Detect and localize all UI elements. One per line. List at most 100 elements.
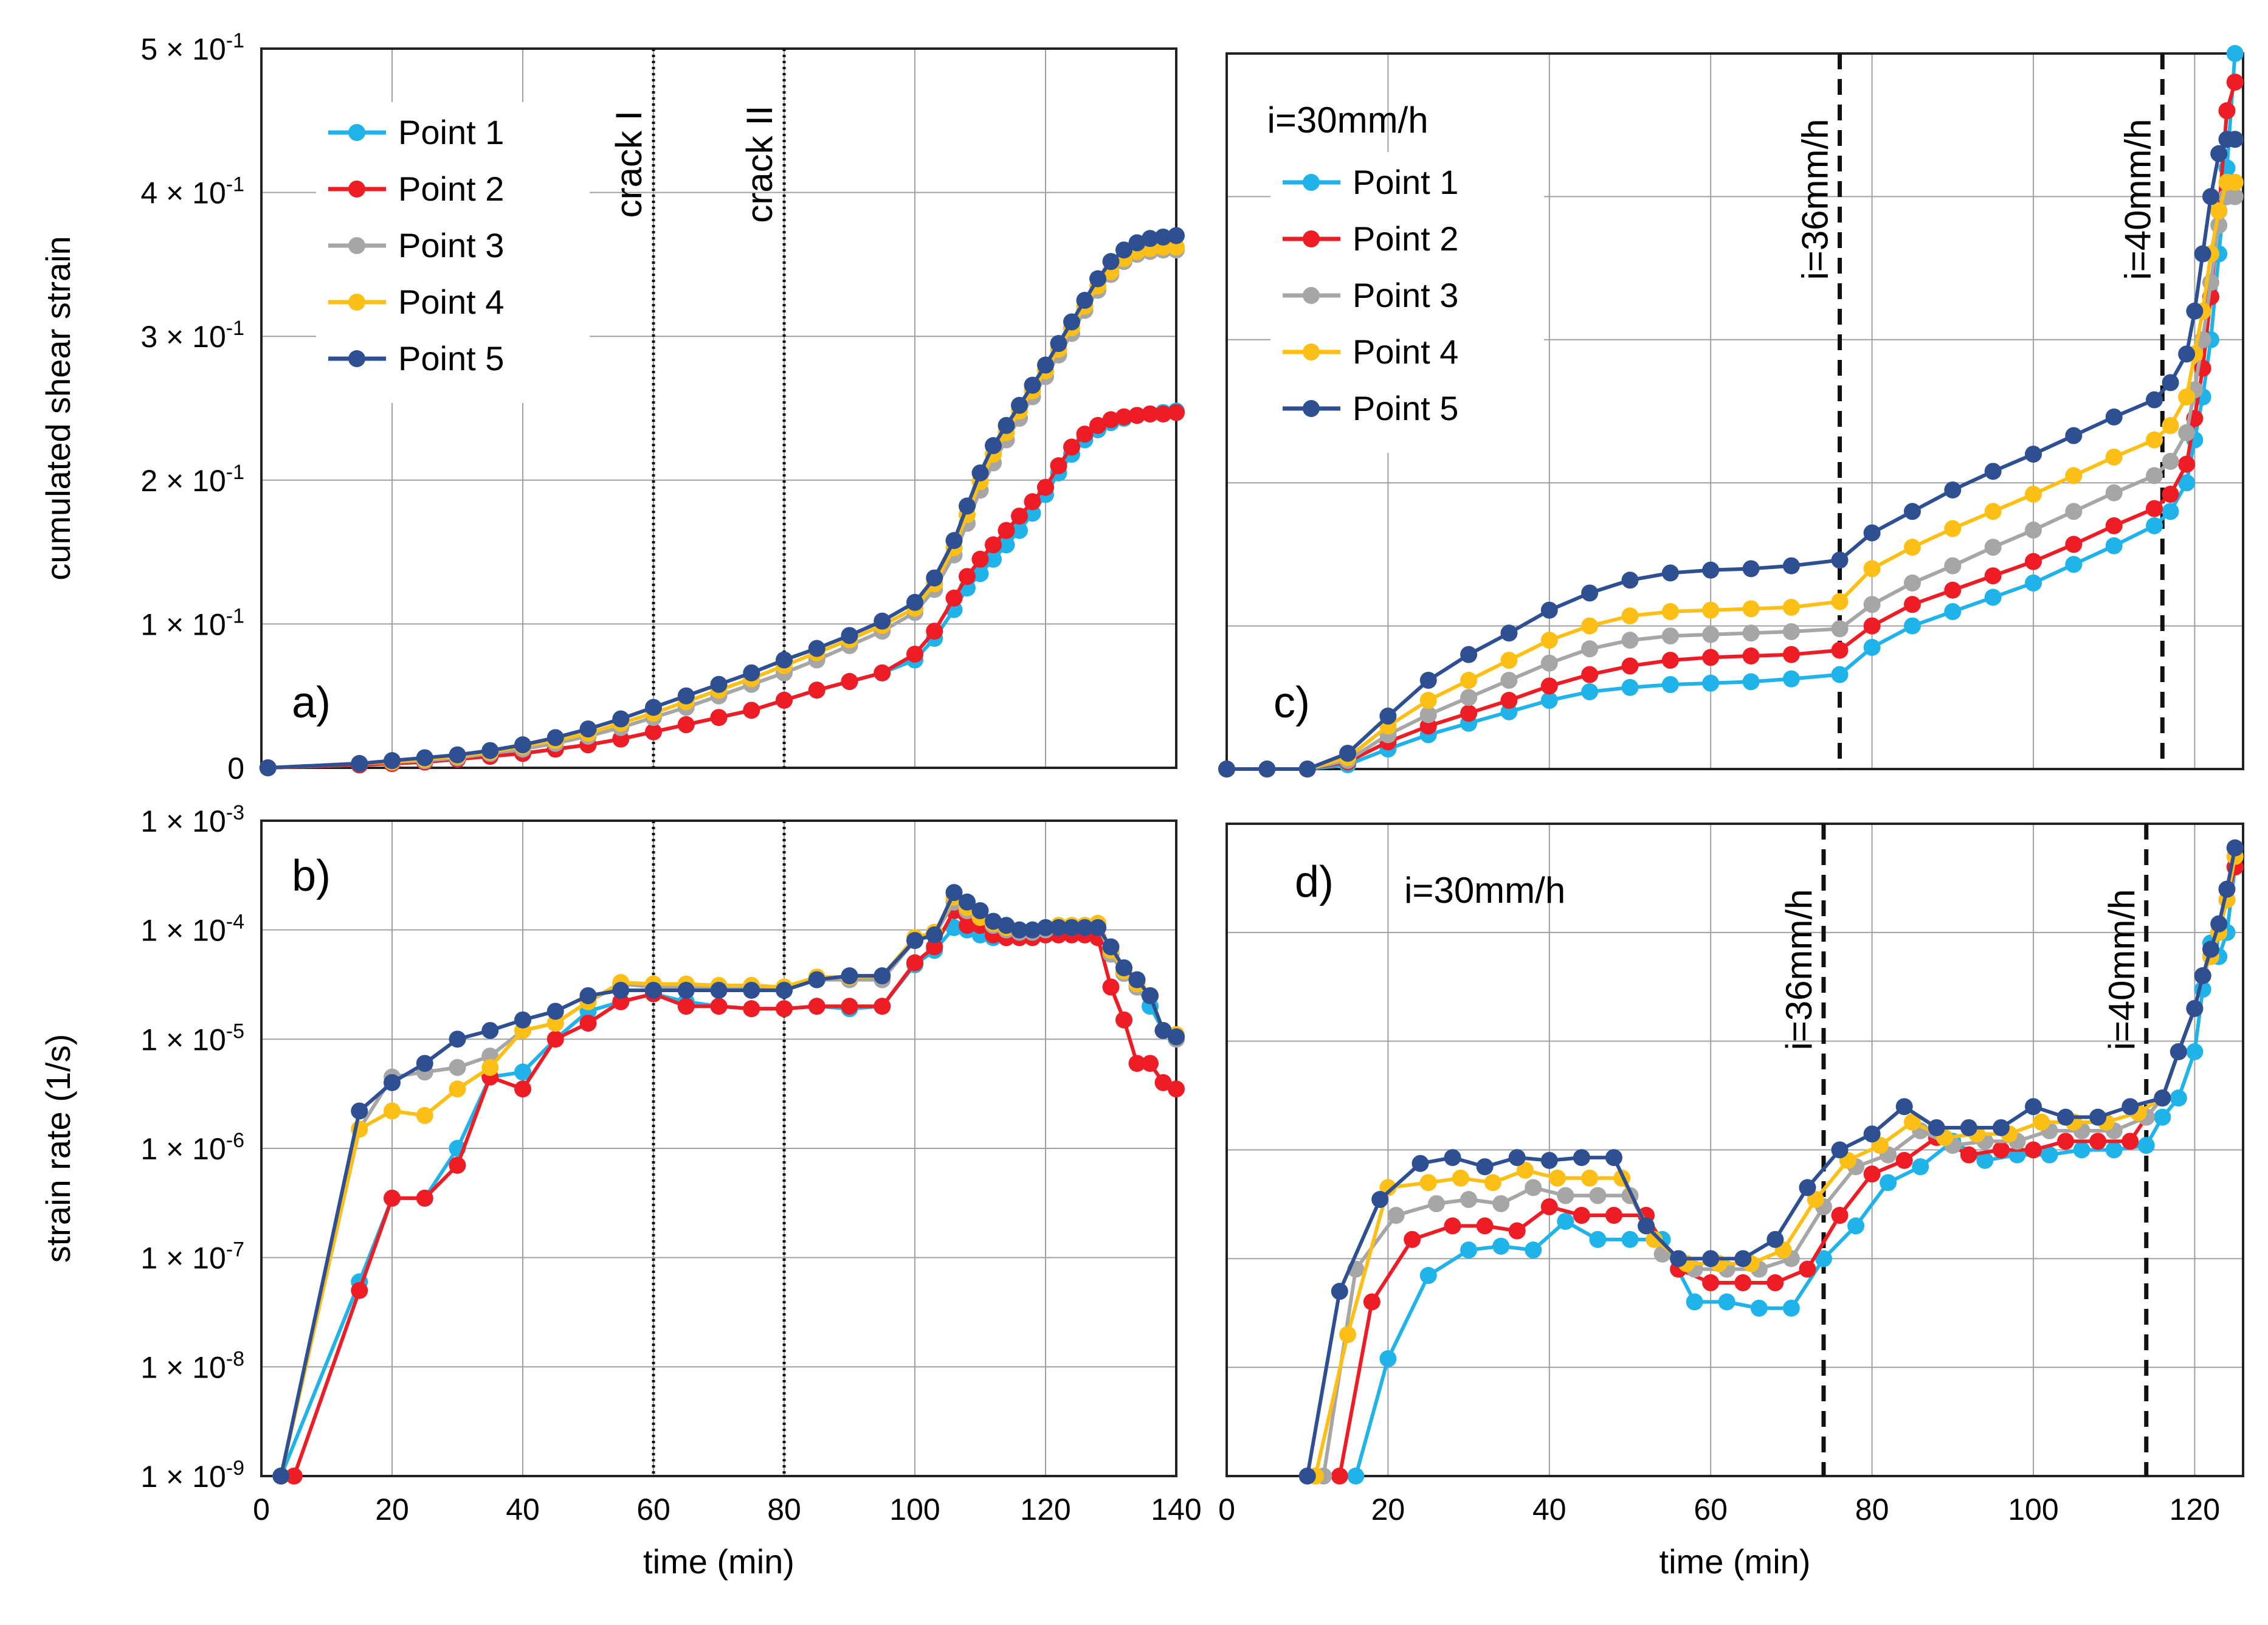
data-point <box>2210 202 2228 219</box>
data-point <box>2146 467 2163 485</box>
x-axis-title: time (min) <box>1660 1542 1811 1581</box>
y-tick-label: 1 × 10-6 <box>140 1129 244 1166</box>
data-point <box>776 651 793 669</box>
data-point <box>710 981 728 999</box>
data-point <box>1944 557 1962 574</box>
legend-swatch-marker <box>348 294 365 311</box>
data-point <box>1298 1468 1316 1485</box>
data-point <box>1115 408 1132 426</box>
legend-swatch-marker <box>1303 230 1320 247</box>
data-point <box>808 640 826 657</box>
data-point <box>1339 1326 1357 1344</box>
data-point <box>998 416 1015 434</box>
data-point <box>1063 919 1080 936</box>
data-point <box>449 1030 466 1048</box>
x-tick-label: 60 <box>636 1492 670 1527</box>
data-point <box>1142 987 1159 1004</box>
data-point <box>612 981 630 999</box>
panel-a: 0 1 × 10-1 2 × 10-1 3 × 10-1 4 × 10-1 5 × 10-… <box>39 29 1185 785</box>
data-point <box>1024 376 1041 394</box>
data-point <box>1573 1207 1590 1224</box>
data-point <box>1076 292 1094 309</box>
data-point <box>2218 102 2236 120</box>
data-point <box>645 981 662 999</box>
data-point <box>2170 1043 2187 1060</box>
data-point <box>1011 396 1028 414</box>
data-point <box>1516 1161 1534 1179</box>
y-tick-label: 5 × 10-1 <box>140 29 244 66</box>
data-point <box>2033 1113 2050 1131</box>
data-point <box>1782 670 1800 688</box>
legend-swatch-marker <box>1303 174 1320 191</box>
data-point <box>1638 1217 1655 1235</box>
data-point <box>2065 467 2083 485</box>
data-point <box>1500 692 1518 709</box>
data-point <box>2024 486 2042 503</box>
data-point <box>985 913 1002 930</box>
data-point <box>2146 431 2163 449</box>
data-point <box>1460 1241 1478 1259</box>
data-point <box>1984 539 2002 556</box>
data-point <box>906 593 923 611</box>
data-point <box>2065 427 2083 444</box>
data-point <box>2178 345 2196 363</box>
marker-label: i=40mm/h <box>2101 889 2142 1050</box>
data-point <box>2194 967 2211 984</box>
data-point <box>1444 1149 1461 1167</box>
panel-label: c) <box>1274 678 1310 727</box>
data-point <box>2194 245 2211 263</box>
x-tick-label: 60 <box>1694 1492 1728 1527</box>
data-point <box>1128 407 1146 424</box>
data-point <box>1621 607 1639 625</box>
data-point <box>1050 335 1067 353</box>
data-point <box>1661 603 1679 621</box>
marker-label: crack I <box>608 111 649 218</box>
data-point <box>579 987 597 1004</box>
data-point <box>841 673 858 691</box>
data-point <box>1484 1174 1501 1192</box>
data-point <box>743 1000 760 1018</box>
data-point <box>1115 1011 1132 1029</box>
data-point <box>1863 596 1881 613</box>
data-point <box>1992 1141 2010 1159</box>
data-point <box>1912 1158 1929 1176</box>
data-point <box>481 742 499 759</box>
data-point <box>1831 641 1849 659</box>
data-point <box>1815 1250 1832 1268</box>
data-point <box>2065 556 2083 573</box>
data-point <box>2178 455 2196 473</box>
y-tick-label: 1 × 10-3 <box>140 801 244 838</box>
data-point <box>2226 173 2244 191</box>
data-point <box>1387 1207 1405 1224</box>
data-point <box>1661 627 1679 645</box>
x-tick-label: 0 <box>253 1492 270 1527</box>
data-point <box>1621 632 1639 649</box>
legend-label: Point 2 <box>398 170 504 208</box>
data-point <box>985 437 1002 455</box>
data-point <box>1992 1119 2010 1136</box>
data-point <box>1379 1179 1397 1196</box>
x-tick-label: 20 <box>1371 1492 1405 1527</box>
data-point <box>1621 1230 1639 1248</box>
data-point <box>1419 1174 1437 1192</box>
data-point <box>906 954 923 971</box>
data-point <box>2105 1141 2123 1159</box>
data-point <box>272 1468 290 1485</box>
data-point <box>2089 1108 2107 1126</box>
data-point <box>2202 188 2219 205</box>
data-point <box>481 1058 499 1076</box>
data-point <box>1702 674 1720 692</box>
data-point <box>1154 1022 1172 1040</box>
data-point <box>1142 405 1159 423</box>
data-point <box>449 1058 466 1076</box>
legend-label: Point 3 <box>1353 276 1458 314</box>
data-point <box>743 664 760 681</box>
data-point <box>1102 253 1120 271</box>
data-point <box>2105 408 2123 426</box>
y-tick-label: 1 × 10-5 <box>140 1020 244 1057</box>
data-point <box>776 691 793 709</box>
data-point <box>1702 1250 1720 1268</box>
data-point <box>1589 1187 1607 1204</box>
data-point <box>1742 673 1760 691</box>
